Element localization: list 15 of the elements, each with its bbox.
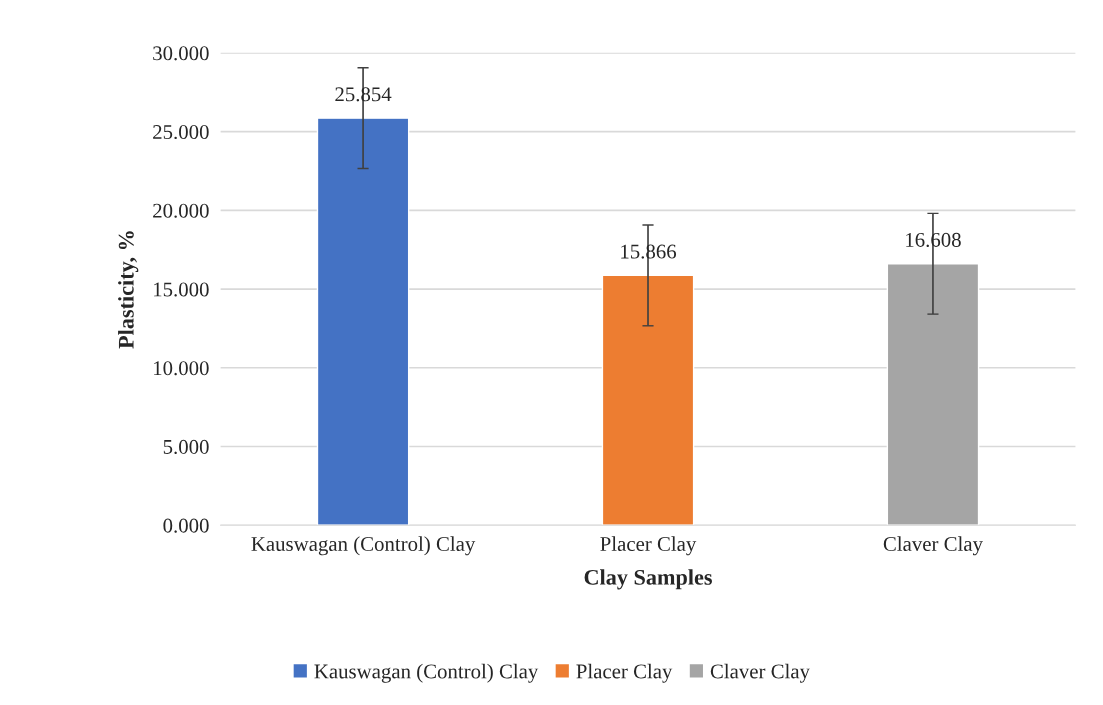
y-tick-label: 20.000: [153, 203, 209, 218]
x-tick-label: Claver Clay: [883, 536, 983, 556]
y-tick-label: 15.000: [154, 282, 209, 297]
x-tick-label: Kauswagan (Control) Clay: [251, 536, 476, 556]
legend-label: Claver Clay: [710, 663, 810, 683]
x-tick-label: Placer Clay: [600, 536, 697, 556]
x-axis-title: Clay Samples: [584, 569, 712, 590]
legend-label: Kauswagan (Control) Clay: [314, 663, 539, 683]
y-tick-label: 25.000: [153, 124, 209, 140]
y-tick-label: 10.000: [154, 361, 209, 376]
y-axis-title: Plasticity, %: [118, 231, 139, 349]
y-tick-label: 0.000: [163, 518, 209, 533]
y-tick-label: 30.000: [153, 46, 209, 61]
y-tick-label: 5.000: [163, 439, 209, 455]
legend-label: Placer Clay: [576, 663, 673, 683]
